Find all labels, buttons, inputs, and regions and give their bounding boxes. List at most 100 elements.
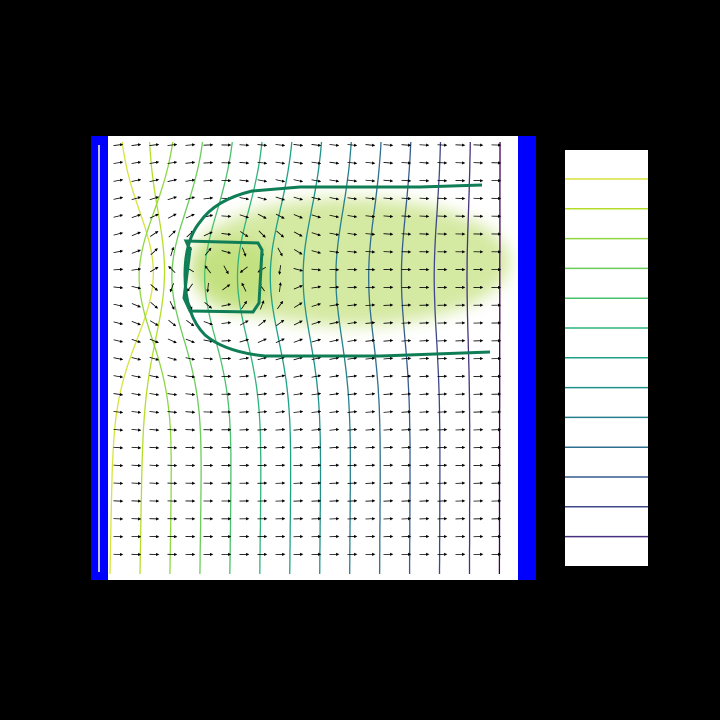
arrow xyxy=(275,428,286,432)
arrow xyxy=(149,266,159,273)
arrow xyxy=(131,446,142,450)
arrow xyxy=(383,428,394,432)
arrow xyxy=(131,249,141,254)
arrow xyxy=(149,410,160,414)
arrow xyxy=(131,463,142,468)
arrow xyxy=(383,445,394,450)
arrow xyxy=(401,428,412,432)
arrow xyxy=(329,143,340,147)
arrow xyxy=(347,410,358,414)
arrow xyxy=(258,319,267,327)
arrow xyxy=(113,375,124,379)
contour-line xyxy=(236,141,263,575)
arrow xyxy=(186,283,193,292)
boundary xyxy=(183,183,491,358)
arrow xyxy=(113,321,124,326)
arrow xyxy=(149,178,160,182)
arrow xyxy=(131,213,142,219)
arrow xyxy=(223,265,229,275)
arrow xyxy=(365,179,376,183)
arrow xyxy=(167,160,178,165)
arrow xyxy=(275,143,286,147)
arrow xyxy=(113,178,124,182)
arrow xyxy=(149,392,160,397)
arrow xyxy=(275,161,286,165)
arrow xyxy=(239,374,250,378)
arrow xyxy=(113,267,124,272)
arrow xyxy=(131,303,141,308)
arrow xyxy=(311,179,322,183)
arrow xyxy=(150,231,159,237)
arrow xyxy=(131,428,142,432)
arrow xyxy=(257,428,268,432)
arrow xyxy=(347,428,358,432)
arrow xyxy=(113,160,124,165)
arrow xyxy=(293,463,304,467)
arrow xyxy=(185,160,196,165)
arrow xyxy=(167,196,178,201)
arrow xyxy=(347,445,358,450)
arrow xyxy=(131,357,142,361)
arrow xyxy=(185,357,196,361)
arrow xyxy=(365,445,376,450)
contour-line xyxy=(433,141,442,574)
arrow xyxy=(311,232,322,237)
arrow xyxy=(329,197,340,201)
arrow xyxy=(113,428,124,432)
arrow xyxy=(239,197,250,201)
arrow xyxy=(293,356,304,361)
arrow xyxy=(185,213,195,219)
arrow xyxy=(203,178,214,183)
arrow xyxy=(383,321,394,325)
arrow xyxy=(311,463,322,467)
arrow xyxy=(185,338,195,344)
arrow xyxy=(311,268,322,272)
arrow xyxy=(221,321,232,325)
arrow xyxy=(419,161,430,165)
arrow xyxy=(293,143,304,147)
arrow xyxy=(293,410,304,414)
arrow xyxy=(275,356,286,361)
arrow xyxy=(293,249,303,255)
arrow xyxy=(257,196,268,201)
plume xyxy=(190,198,510,326)
arrow xyxy=(383,410,394,414)
arrow xyxy=(293,179,304,183)
arrow xyxy=(329,285,340,289)
arrow xyxy=(293,285,303,290)
arrow xyxy=(311,410,322,414)
arrow xyxy=(311,303,322,307)
arrow xyxy=(278,265,282,275)
arrow xyxy=(293,214,303,219)
arrow xyxy=(311,214,322,219)
arrow xyxy=(222,284,231,291)
arrow xyxy=(275,213,285,219)
contour-line xyxy=(171,141,204,575)
arrow xyxy=(113,249,124,254)
arrow xyxy=(365,232,376,236)
arrow xyxy=(311,428,322,432)
arrow xyxy=(150,284,159,291)
arrow xyxy=(239,338,250,343)
arrow xyxy=(203,357,214,361)
arrow xyxy=(278,282,282,292)
arrow xyxy=(401,339,412,343)
arrow xyxy=(239,266,248,273)
arrow xyxy=(203,231,213,237)
arrow xyxy=(221,250,232,254)
arrow xyxy=(347,214,358,219)
arrow xyxy=(185,410,196,414)
arrow xyxy=(113,392,124,397)
arrow xyxy=(365,374,376,378)
arrow xyxy=(347,356,358,360)
arrow xyxy=(329,338,340,343)
arrow xyxy=(113,286,124,290)
arrow xyxy=(257,410,268,414)
arrow xyxy=(311,250,322,254)
arrow xyxy=(347,392,358,396)
arrow xyxy=(383,392,394,396)
arrow xyxy=(168,230,176,238)
arrow xyxy=(401,214,412,218)
arrow xyxy=(401,410,412,414)
